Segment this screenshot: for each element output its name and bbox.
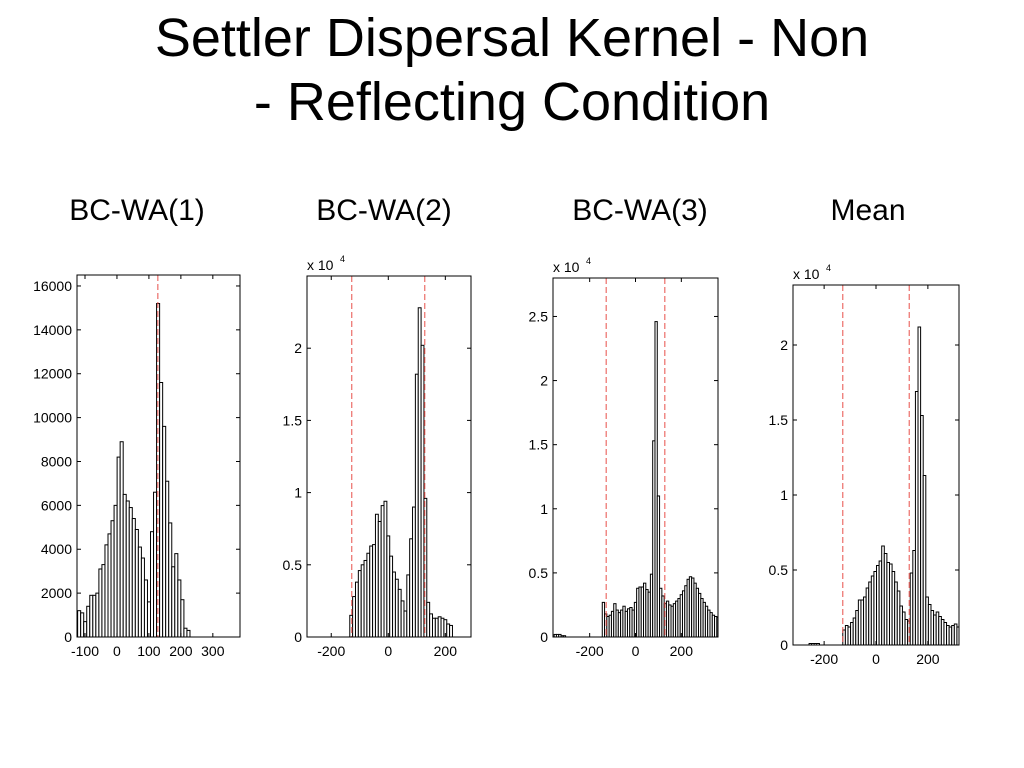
y-tick-label: 1	[294, 485, 302, 501]
y-tick-label: 1	[540, 501, 548, 517]
x-tick-label: -200	[810, 651, 838, 667]
panel-title-bc-wa-2: BC-WA(2)	[316, 194, 452, 227]
x-tick-label: 200	[916, 651, 940, 667]
panel-title-mean: Mean	[830, 194, 906, 227]
x-tick-label: 200	[434, 643, 458, 659]
y-tick-label: 10000	[33, 410, 72, 426]
y-tick-label: 1.5	[769, 412, 789, 428]
histogram-bar	[186, 629, 191, 638]
y-tick-label: 14000	[33, 322, 72, 338]
chart-panel-1: 0200040006000800010000120001400016000-10…	[33, 274, 241, 659]
y-tick-label: 0	[64, 629, 72, 645]
plot-frame	[306, 275, 472, 638]
x-tick-label: 0	[384, 643, 392, 659]
plot-frame	[76, 274, 241, 638]
y-tick-label: 0.5	[529, 565, 549, 581]
chart-panel-3: 0 0.5 1 1.5 2 2.5 -200 0 200 x 10 4	[529, 256, 719, 659]
histogram-bar	[449, 624, 453, 638]
x-tick-label: 200	[169, 643, 193, 659]
axis-exponent-power: 4	[826, 263, 831, 273]
slide-title-line-1: Settler Dispersal Kernel - Non	[154, 8, 870, 68]
y-tick-label: 2.5	[529, 308, 549, 324]
slide-title: Settler Dispersal Kernel - Non - Reflect…	[0, 6, 1024, 134]
y-tick-label: 0.5	[283, 557, 303, 573]
y-tick-label: 1.5	[529, 437, 549, 453]
y-tick-label: 2000	[41, 585, 72, 601]
y-tick-label: 8000	[41, 453, 72, 469]
axis-exponent-label: x 10	[793, 266, 820, 282]
x-tick-label: 200	[670, 643, 694, 659]
y-tick-label: 2	[780, 337, 788, 353]
y-tick-label: 2	[540, 373, 548, 389]
panel-title-bc-wa-1: BC-WA(1)	[69, 194, 205, 227]
axis-exponent-power: 4	[340, 254, 345, 264]
x-tick-label: -200	[317, 643, 345, 659]
x-tick-label: 100	[137, 643, 161, 659]
chart-panel-4: 0 0.5 1 1.5 2 -200 0 200 x 10 4	[769, 263, 960, 667]
axis-exponent-label: x 10	[553, 259, 580, 275]
y-tick-label: 0	[540, 629, 548, 645]
chart-panel-2: 0 0.5 1 1.5 2 -200 0 200 x 10 4	[283, 254, 472, 659]
x-tick-label: -100	[71, 643, 99, 659]
y-tick-label: 6000	[41, 497, 72, 513]
y-tick-label: 12000	[33, 366, 72, 382]
y-tick-label: 1.5	[283, 412, 303, 428]
x-tick-label: 0	[872, 651, 880, 667]
x-tick-label: 300	[201, 643, 225, 659]
x-tick-label: 0	[113, 643, 121, 659]
y-tick-label: 2	[294, 340, 302, 356]
slide-title-line-2: - Reflecting Condition	[253, 72, 771, 132]
axis-exponent-power: 4	[586, 256, 591, 266]
y-tick-label: 0	[780, 637, 788, 653]
x-tick-label: -200	[576, 643, 604, 659]
y-tick-label: 16000	[33, 278, 72, 294]
y-tick-label: 1	[780, 487, 788, 503]
y-tick-label: 0.5	[769, 562, 789, 578]
y-tick-label: 0	[294, 629, 302, 645]
panel-title-bc-wa-3: BC-WA(3)	[572, 194, 708, 227]
y-tick-label: 4000	[41, 541, 72, 557]
x-tick-label: 0	[632, 643, 640, 659]
axis-exponent-label: x 10	[307, 257, 334, 273]
